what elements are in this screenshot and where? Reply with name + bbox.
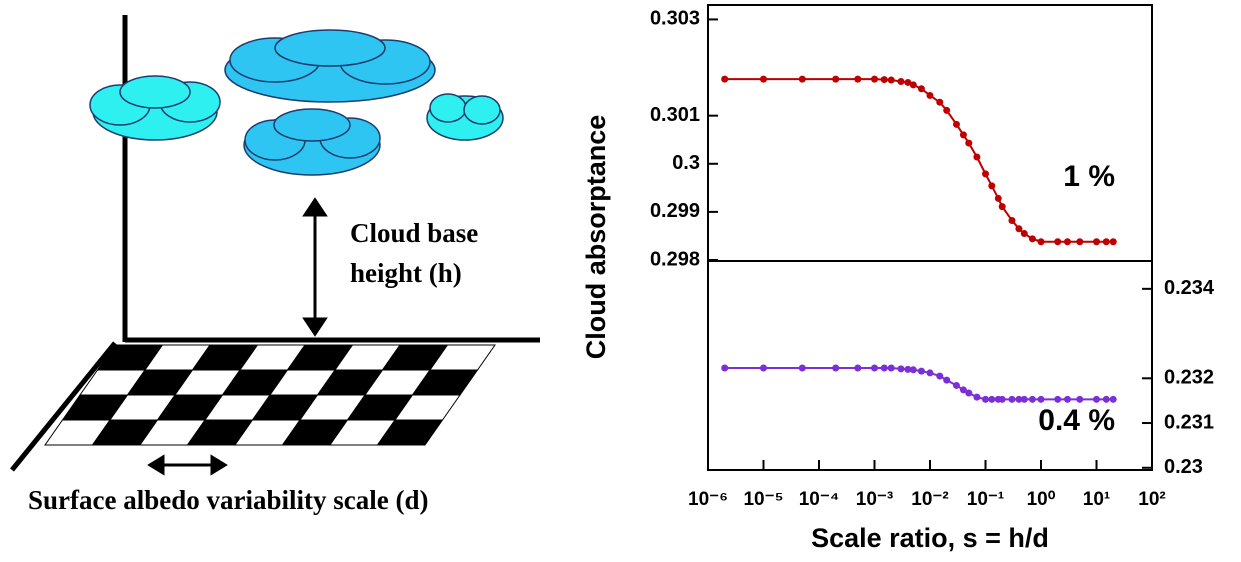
x-tick-label: 10² [1138, 489, 1165, 510]
data-point [1110, 396, 1117, 403]
data-point [1029, 396, 1036, 403]
data-point [965, 140, 972, 147]
scale-label: Surface albedo variability scale (d) [28, 485, 428, 515]
y-tick-label: 0.3 [672, 152, 700, 174]
data-point [1054, 396, 1061, 403]
x-tick-label: 10⁻³ [856, 489, 894, 510]
data-point [1038, 238, 1045, 245]
height-label: height (h) [350, 258, 462, 288]
y-tick-label: 0.234 [1164, 277, 1215, 299]
y-axis-label: Cloud absorptance [581, 115, 611, 360]
cloud [427, 94, 503, 140]
data-point [982, 396, 989, 403]
figure: Cloud base height (h) Surface albedo var… [0, 0, 1241, 562]
cloud [244, 109, 380, 175]
data-point [1103, 238, 1110, 245]
data-point [881, 76, 888, 83]
data-point [1093, 238, 1100, 245]
data-point [881, 365, 888, 372]
x-tick-label: 10⁻¹ [967, 489, 1005, 510]
data-point [799, 365, 806, 372]
data-point [943, 107, 950, 114]
data-point [1110, 238, 1117, 245]
data-point [1076, 396, 1083, 403]
data-point [760, 76, 767, 83]
data-point [888, 365, 895, 372]
data-point [832, 365, 839, 372]
y-tick-label: 0.232 [1164, 367, 1214, 389]
data-point [1008, 396, 1015, 403]
data-point [832, 76, 839, 83]
data-point [1015, 225, 1022, 232]
data-point [927, 369, 934, 376]
clouds [90, 30, 503, 175]
data-point [721, 76, 728, 83]
data-line [725, 79, 1114, 242]
y-tick-label: 0.23 [1164, 456, 1203, 478]
x-tick-label: 10⁻⁵ [743, 489, 783, 510]
data-point [721, 365, 728, 372]
data-point [854, 365, 861, 372]
data-point [927, 92, 934, 99]
checkerboard [45, 345, 495, 445]
data-point [953, 121, 960, 128]
data-point [988, 182, 995, 189]
data-point [943, 377, 950, 384]
data-point [988, 396, 995, 403]
data-point [936, 373, 943, 380]
y-tick-label: 0.299 [650, 200, 700, 222]
data-point [999, 203, 1006, 210]
data-point [1064, 238, 1071, 245]
data-point [960, 131, 967, 138]
data-point [973, 394, 980, 401]
x-tick-label: 10⁻⁶ [688, 489, 728, 510]
data-point [995, 195, 1002, 202]
data-point [1064, 396, 1071, 403]
scale-arrow [150, 457, 225, 473]
data-point [1038, 396, 1045, 403]
data-point [854, 76, 861, 83]
data-point [1054, 238, 1061, 245]
cloud [225, 30, 435, 102]
data-point [999, 396, 1006, 403]
x-axis-label: Scale ratio, s = h/d [811, 523, 1049, 553]
data-point [897, 365, 904, 372]
data-point [760, 365, 767, 372]
data-point [965, 390, 972, 397]
data-point [1021, 230, 1028, 237]
data-point [1103, 396, 1110, 403]
data-point [897, 78, 904, 85]
data-point [936, 99, 943, 106]
data-point [1093, 396, 1100, 403]
data-point [953, 382, 960, 389]
x-tick-label: 10⁻⁴ [799, 489, 840, 510]
data-point [910, 366, 917, 373]
data-point [973, 154, 980, 161]
y-tick-label: 0.301 [650, 104, 700, 126]
data-point [910, 81, 917, 88]
data-point [1021, 396, 1028, 403]
data-point [918, 85, 925, 92]
data-point [918, 368, 925, 375]
y-tick-label: 0.231 [1164, 411, 1214, 433]
data-point [871, 76, 878, 83]
diagram: Cloud base height (h) Surface albedo var… [12, 15, 540, 515]
data-point [1008, 217, 1015, 224]
annotation: 1 % [1063, 160, 1115, 193]
cloud [90, 76, 220, 140]
y-tick-label: 0.298 [650, 248, 700, 270]
data-point [1029, 235, 1036, 242]
annotation: 0.4 % [1038, 404, 1115, 437]
x-tick-label: 10¹ [1083, 489, 1110, 510]
data-point [871, 365, 878, 372]
x-tick-label: 10⁰ [1027, 489, 1056, 510]
data-point [982, 170, 989, 177]
y-tick-label: 0.303 [650, 8, 700, 30]
x-tick-label: 10⁻² [911, 489, 949, 510]
data-point [799, 76, 806, 83]
height-arrow [305, 200, 325, 334]
height-label: Cloud base [350, 218, 478, 248]
data-point [1076, 238, 1083, 245]
data-point [888, 77, 895, 84]
